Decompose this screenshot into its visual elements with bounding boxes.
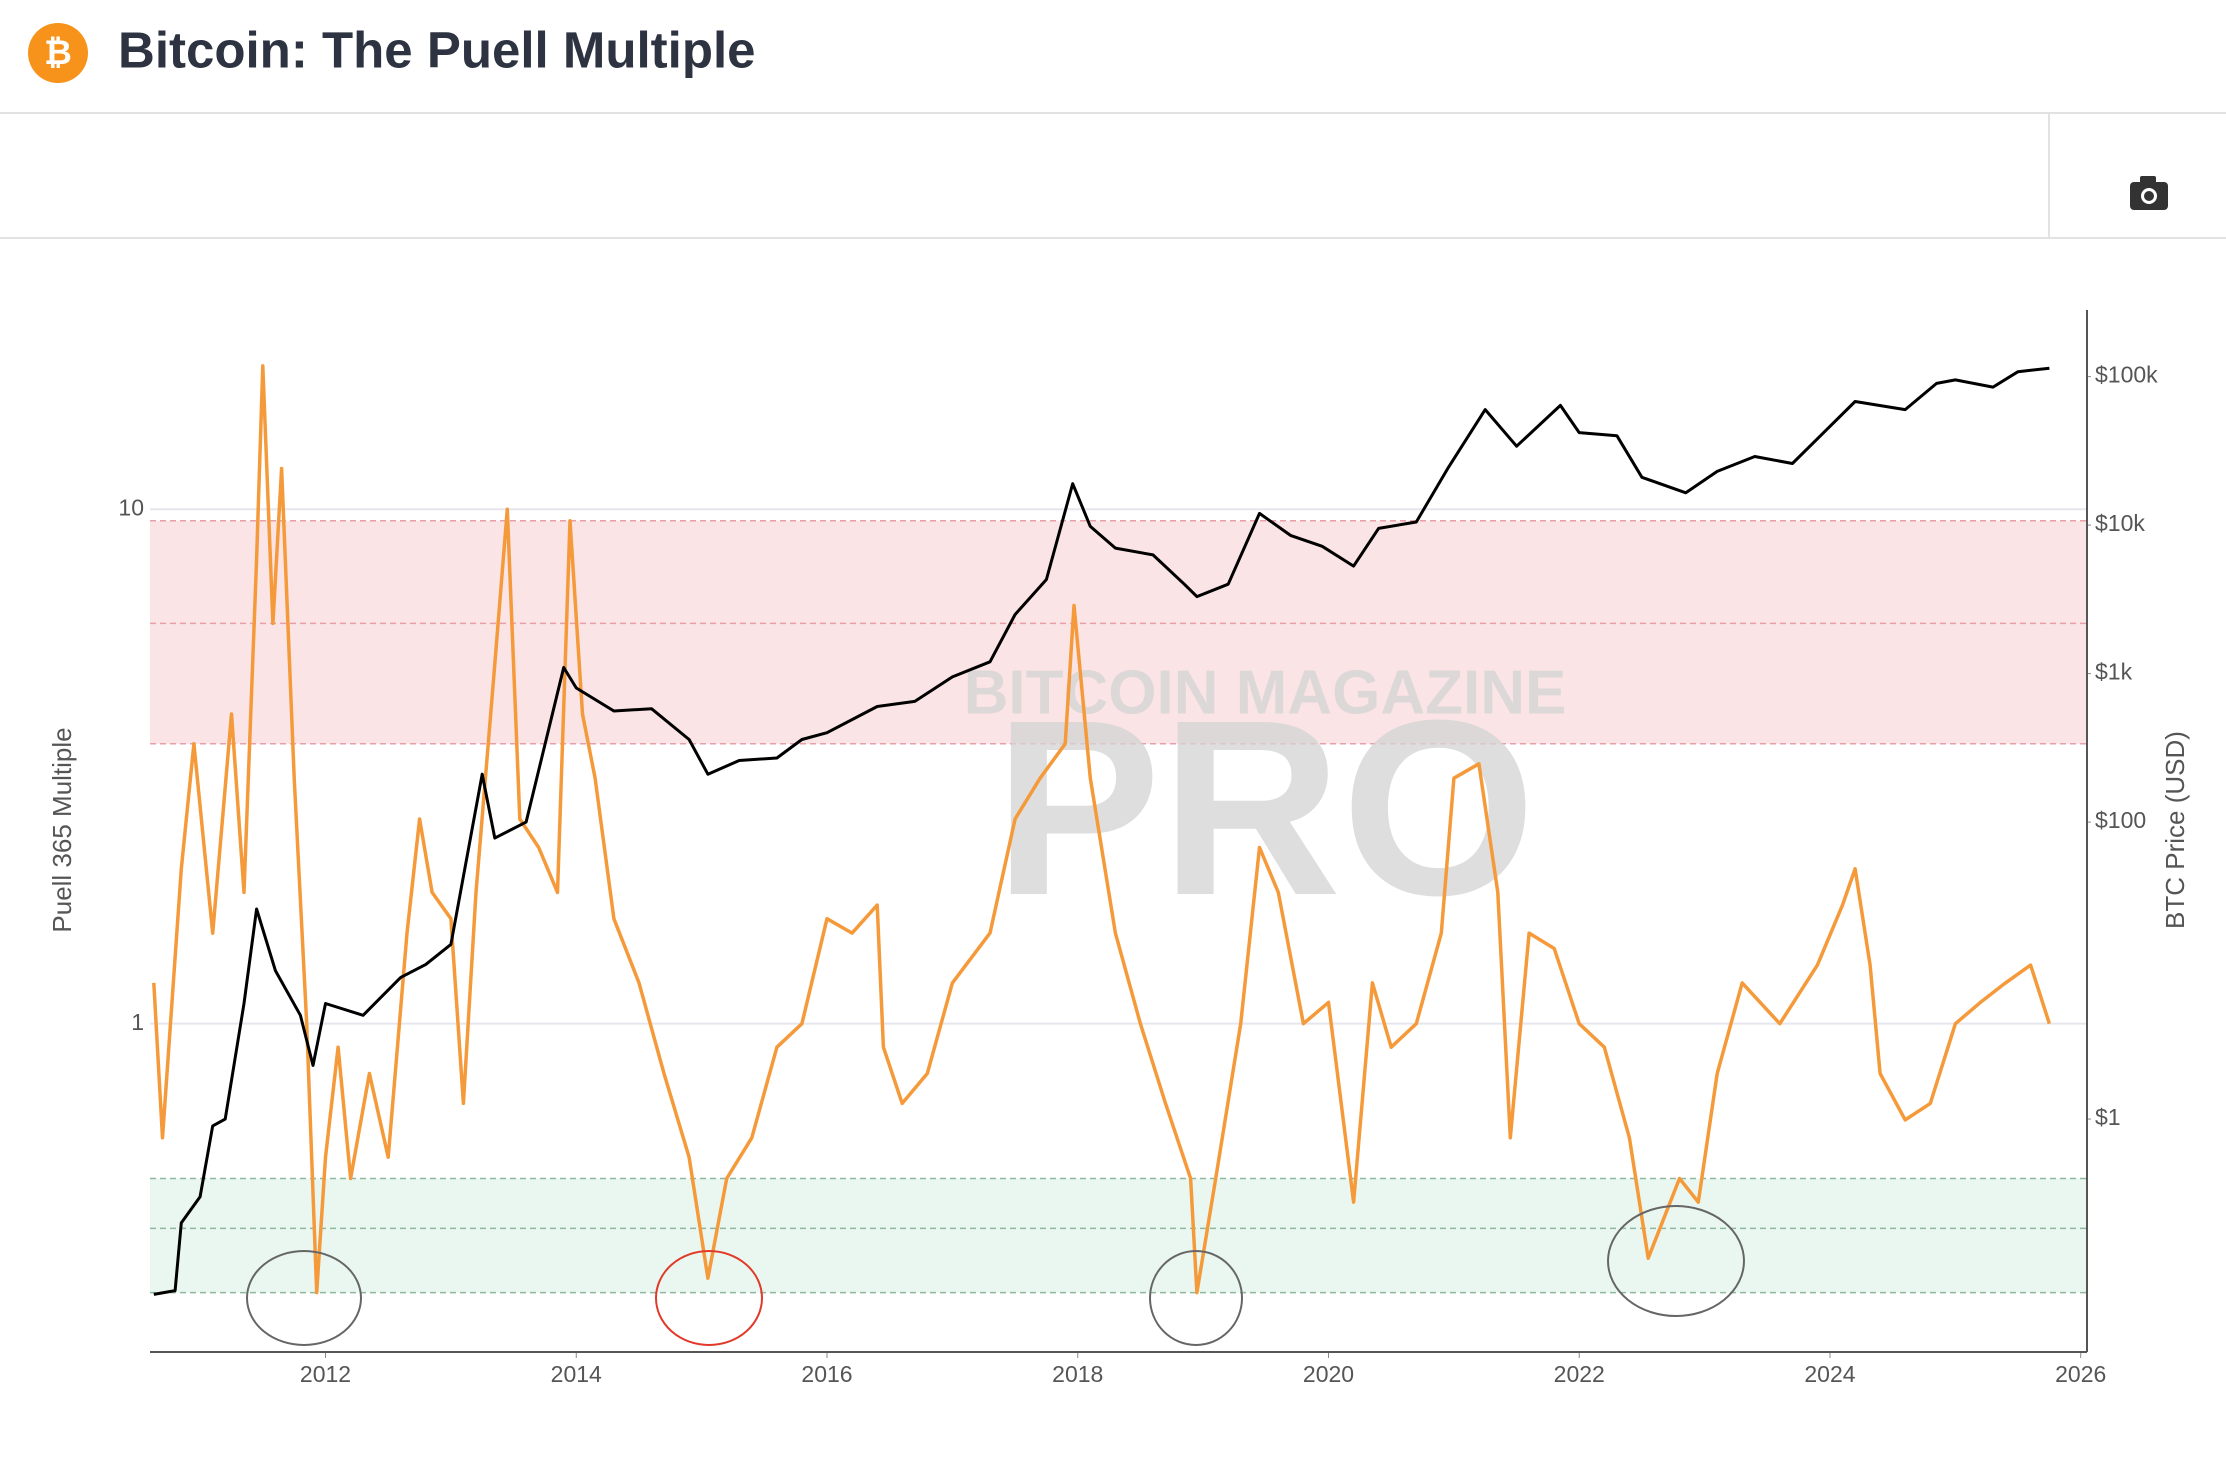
x-tick-label: 2012 [300, 1361, 351, 1387]
annotations [246, 1205, 1745, 1346]
highlight-circle [246, 1250, 362, 1346]
highlight-circle [1607, 1205, 1745, 1317]
camera-top [2140, 176, 2156, 184]
series-line [153, 366, 2050, 1296]
y2-tick-label: $100k [2095, 362, 2158, 388]
x-tick-label: 2022 [1554, 1361, 1605, 1387]
zone [150, 520, 2087, 744]
logo [28, 23, 88, 83]
series-line [152, 364, 2052, 1295]
camera-button[interactable] [2130, 176, 2168, 210]
y2-tick-label: $100 [2095, 807, 2146, 833]
y-axis-title: Puell 365 Multiple [47, 727, 77, 932]
watermark: PRO [994, 668, 1536, 947]
camera-lens [2144, 191, 2154, 201]
y2-tick-label: $1 [2095, 1104, 2121, 1130]
zone [150, 1178, 2087, 1293]
y2-tick-label: $10k [2095, 510, 2145, 536]
x-tick-label: 2020 [1303, 1361, 1354, 1387]
highlight-circle [1149, 1250, 1243, 1346]
x-tick-label: 2026 [2055, 1361, 2106, 1387]
y2-axis-title: BTC Price (USD) [2160, 731, 2190, 929]
page-title: Bitcoin: The Puell Multiple [118, 21, 756, 78]
y-tick-label: 1 [131, 1009, 144, 1035]
y2-tick-label: $1k [2095, 659, 2133, 685]
x-tick-label: 2024 [1804, 1361, 1855, 1387]
watermark: BITCOIN MAGAZINE [964, 658, 1567, 727]
x-tick-label: 2016 [801, 1361, 852, 1387]
y-tick-label: 10 [118, 494, 144, 520]
logo-symbol: ₿ [44, 34, 72, 72]
highlight-circle [655, 1250, 763, 1346]
x-tick-label: 2018 [1052, 1361, 1103, 1387]
x-tick-label: 2014 [551, 1361, 602, 1387]
